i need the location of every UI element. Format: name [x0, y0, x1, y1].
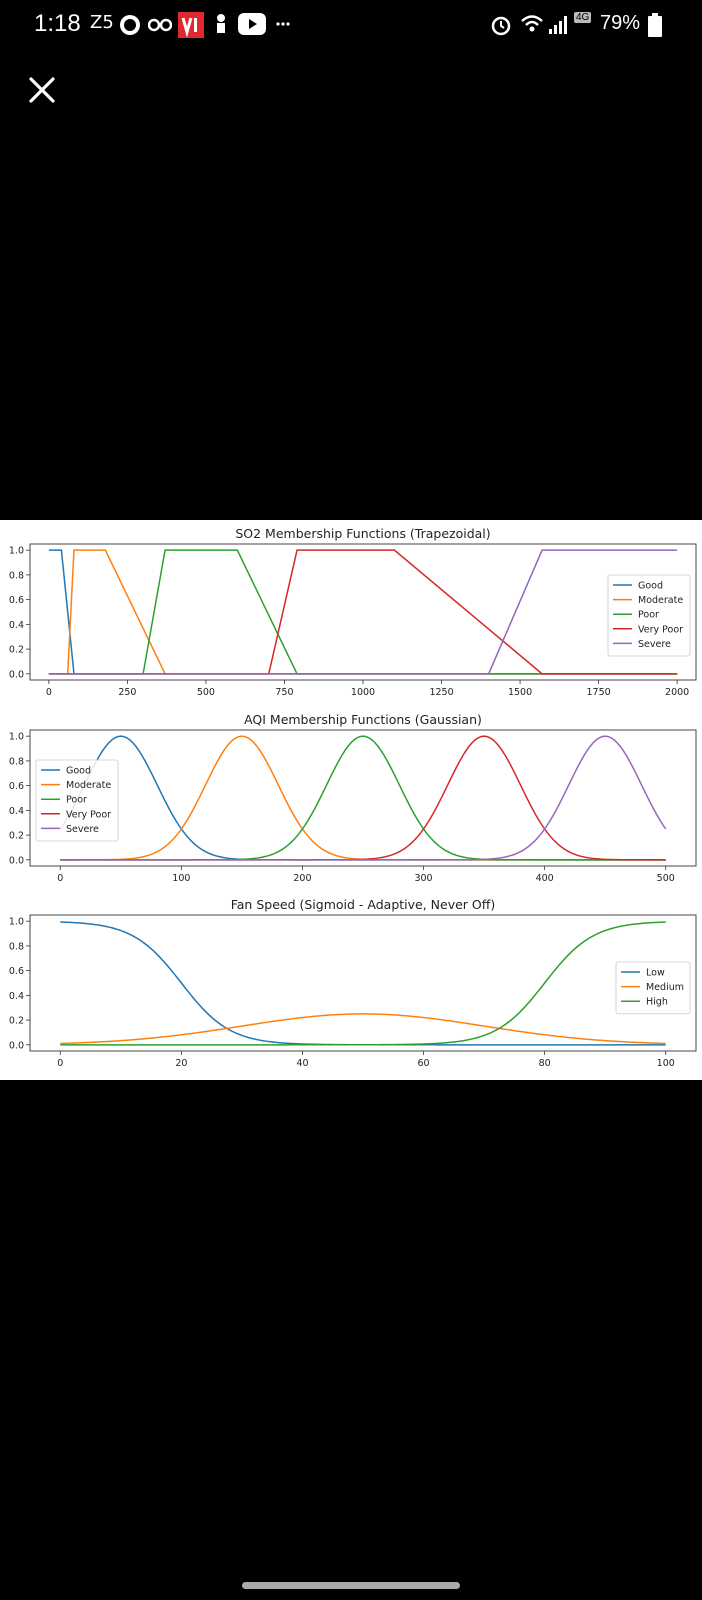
series-line-moderate: [60, 735, 666, 861]
x-tick-label: 1500: [508, 687, 532, 698]
legend-label: Good: [638, 581, 663, 592]
plot-frame: [29, 729, 697, 867]
x-tick-label: 100: [657, 1058, 675, 1069]
legend-label: Very Poor: [66, 809, 111, 820]
glasses-icon: [148, 18, 172, 32]
more-notifications-icon: [276, 22, 290, 26]
battery-icon: [648, 13, 662, 37]
chart-panel-2: AQI Membership Functions (Gaussian) 0 100 2…: [9, 712, 697, 884]
y-tick-label: 0.4: [9, 991, 24, 1002]
chart-title: AQI Membership Functions (Gaussian): [244, 712, 482, 727]
chart-image[interactable]: SO2 Membership Functions (Trapezoidal) 0 2…: [0, 520, 702, 1080]
alarm-icon: [491, 16, 511, 36]
battery-percent: 79%: [600, 12, 641, 34]
home-indicator[interactable]: [242, 1582, 460, 1589]
chart-legend: Good Moderate Poor Very Poor Severe: [35, 759, 119, 842]
x-tick-label: 0: [57, 1058, 63, 1069]
series-line-severe: [48, 549, 678, 675]
youtube-icon: [238, 13, 266, 35]
charts-figure: SO2 Membership Functions (Trapezoidal) 0 2…: [9, 526, 697, 1069]
x-tick-label: 1000: [351, 687, 375, 698]
y-tick-label: 0.4: [9, 806, 24, 817]
x-tick-label: 60: [417, 1058, 429, 1069]
legend-label: High: [646, 997, 668, 1008]
x-tick-label: 0: [46, 687, 52, 698]
y-tick-label: 0.2: [9, 645, 24, 656]
network-badge: 4G: [574, 12, 592, 23]
y-tick-label: 0.8: [9, 570, 24, 581]
y-tick-label: 0.6: [9, 595, 24, 606]
x-tick-label: 80: [539, 1058, 551, 1069]
y-tick-label: 0.6: [9, 781, 24, 792]
series-line-poor: [48, 549, 678, 675]
legend-label: Medium: [646, 982, 684, 993]
chart-title: SO2 Membership Functions (Trapezoidal): [235, 526, 490, 541]
wifi-icon: [521, 15, 543, 32]
y-tick-label: 0.2: [9, 1016, 24, 1027]
x-tick-label: 500: [657, 873, 675, 884]
series-line-poor: [60, 735, 666, 861]
signal-icon: [549, 16, 567, 34]
x-tick-label: 300: [414, 873, 432, 884]
legend-label: Severe: [638, 639, 671, 650]
series-line-low: [60, 921, 666, 1046]
x-tick-label: 0: [57, 873, 63, 884]
status-bar: 1:18 Z5 4G 79%: [0, 0, 702, 50]
x-tick-label: 1750: [587, 687, 611, 698]
legend-label: Good: [66, 766, 91, 777]
chart-legend: Good Moderate Poor Very Poor Severe: [607, 574, 691, 657]
x-tick-label: 750: [275, 687, 293, 698]
y-tick-label: 0.4: [9, 620, 24, 631]
legend-label: Low: [646, 968, 665, 979]
plot-frame: [29, 543, 697, 681]
close-button[interactable]: [24, 72, 60, 108]
y-tick-label: 0.6: [9, 966, 24, 977]
series-line-severe: [60, 735, 667, 861]
x-tick-label: 40: [296, 1058, 308, 1069]
whatsapp-icon: [120, 15, 140, 35]
y-tick-label: 0.0: [9, 1040, 24, 1051]
delivery-icon: [217, 14, 225, 33]
series-line-good: [48, 549, 678, 675]
plot-frame: [29, 914, 697, 1052]
x-tick-label: 250: [118, 687, 136, 698]
series-line-high: [60, 921, 666, 1046]
x-tick-label: 2000: [665, 687, 689, 698]
x-tick-label: 500: [197, 687, 215, 698]
status-time: 1:18: [34, 10, 81, 37]
vi-app-icon: [178, 12, 204, 38]
y-tick-label: 0.2: [9, 831, 24, 842]
y-tick-label: 0.0: [9, 669, 24, 680]
y-tick-label: 1.0: [9, 732, 24, 743]
y-tick-label: 1.0: [9, 917, 24, 928]
series-line-very-poor: [48, 549, 678, 675]
x-tick-label: 20: [175, 1058, 187, 1069]
series-line-very-poor: [60, 735, 666, 861]
x-tick-label: 100: [172, 873, 190, 884]
notification-text: Z5: [90, 12, 114, 33]
legend-label: Severe: [66, 824, 99, 835]
x-tick-label: 400: [536, 873, 554, 884]
legend-box: [35, 759, 119, 842]
y-tick-label: 0.8: [9, 941, 24, 952]
legend-box: [607, 574, 691, 657]
chart-legend: Low Medium High: [615, 961, 691, 1015]
close-icon: [29, 77, 55, 103]
legend-label: Moderate: [638, 595, 683, 606]
y-tick-label: 0.0: [9, 855, 24, 866]
y-tick-label: 1.0: [9, 546, 24, 557]
x-tick-label: 1250: [429, 687, 453, 698]
legend-label: Poor: [638, 610, 659, 621]
chart-title: Fan Speed (Sigmoid - Adaptive, Never Off…: [231, 897, 496, 912]
legend-label: Poor: [66, 795, 87, 806]
y-tick-label: 0.8: [9, 756, 24, 767]
x-tick-label: 200: [293, 873, 311, 884]
chart-panel-3: Fan Speed (Sigmoid - Adaptive, Never Off…: [9, 897, 697, 1069]
series-line-good: [59, 735, 666, 861]
series-line-moderate: [48, 549, 678, 675]
legend-label: Very Poor: [638, 624, 683, 635]
chart-panel-1: SO2 Membership Functions (Trapezoidal) 0 2…: [9, 526, 697, 698]
series-line-medium: [60, 1013, 666, 1045]
legend-label: Moderate: [66, 780, 111, 791]
